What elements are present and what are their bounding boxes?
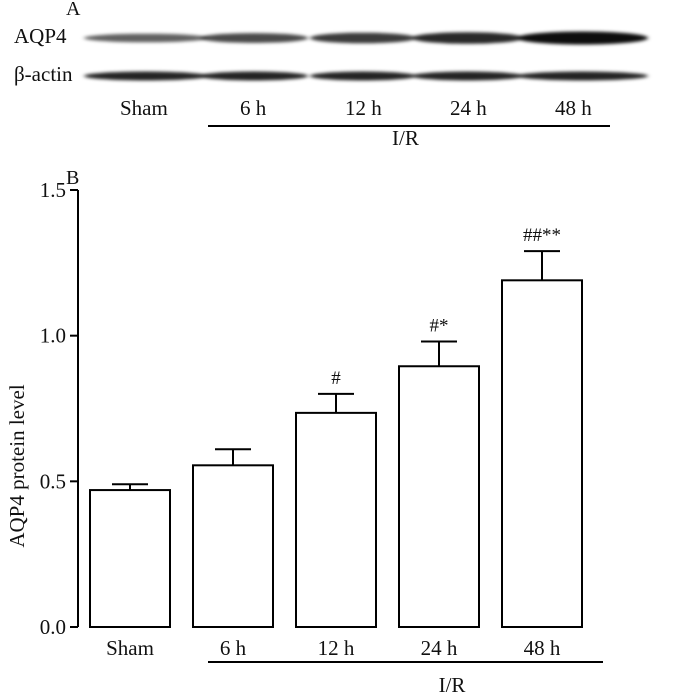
x-tick-label: 6 h xyxy=(220,636,247,660)
x-tick-label: Sham xyxy=(106,636,154,660)
bar xyxy=(501,279,583,629)
significance-label: # xyxy=(331,368,341,389)
bar xyxy=(192,464,274,628)
actin-band xyxy=(84,71,208,81)
y-tick-label: 1.5 xyxy=(40,178,66,202)
significance-label: ##** xyxy=(523,225,561,246)
x-tick-label: 48 h xyxy=(524,636,561,660)
bar-chart-panel: B AQP4 protein level 0.0 0.5 1.0 1.5 # #* ##*… xyxy=(0,160,700,697)
blot-group-label: I/R xyxy=(392,126,419,150)
aqp4-band xyxy=(84,33,208,43)
chart-group-label: I/R xyxy=(439,673,466,695)
actin-band xyxy=(517,71,648,81)
blot-lane-label-6h: 6 h xyxy=(240,96,267,120)
actin-band xyxy=(310,71,416,81)
bar xyxy=(89,489,171,628)
panel-a-label: A xyxy=(66,0,81,20)
aqp4-band xyxy=(517,31,648,45)
western-blot-panel: A AQP4 β-actin Sham 6 h 12 h 24 h 48 h I… xyxy=(0,0,700,150)
actin-band xyxy=(200,71,308,81)
y-tick-label: 1.0 xyxy=(40,324,66,348)
bar xyxy=(295,411,377,628)
aqp4-band xyxy=(200,33,308,43)
blot-row-label-aqp4: AQP4 xyxy=(14,24,67,48)
blot-lane-label-24h: 24 h xyxy=(450,96,487,120)
panel-b-label: B xyxy=(66,167,79,189)
blot-row-label-actin: β-actin xyxy=(14,62,73,86)
blot-lane-label-48h: 48 h xyxy=(555,96,592,120)
bar xyxy=(398,365,480,629)
significance-label: #* xyxy=(430,315,449,336)
blot-lane-label-sham: Sham xyxy=(120,96,168,120)
y-tick-label: 0.5 xyxy=(40,469,66,493)
blot-image xyxy=(84,31,648,127)
actin-band xyxy=(412,71,523,81)
bar-chart: B AQP4 protein level 0.0 0.5 1.0 1.5 # #* ##*… xyxy=(5,167,603,697)
x-tick-label: 24 h xyxy=(421,636,458,660)
aqp4-band xyxy=(310,32,416,44)
y-tick-label: 0.0 xyxy=(40,615,66,639)
blot-lane-label-12h: 12 h xyxy=(345,96,382,120)
x-tick-label: 12 h xyxy=(318,636,355,660)
aqp4-band xyxy=(412,32,523,44)
y-axis-label: AQP4 protein level xyxy=(5,384,29,547)
